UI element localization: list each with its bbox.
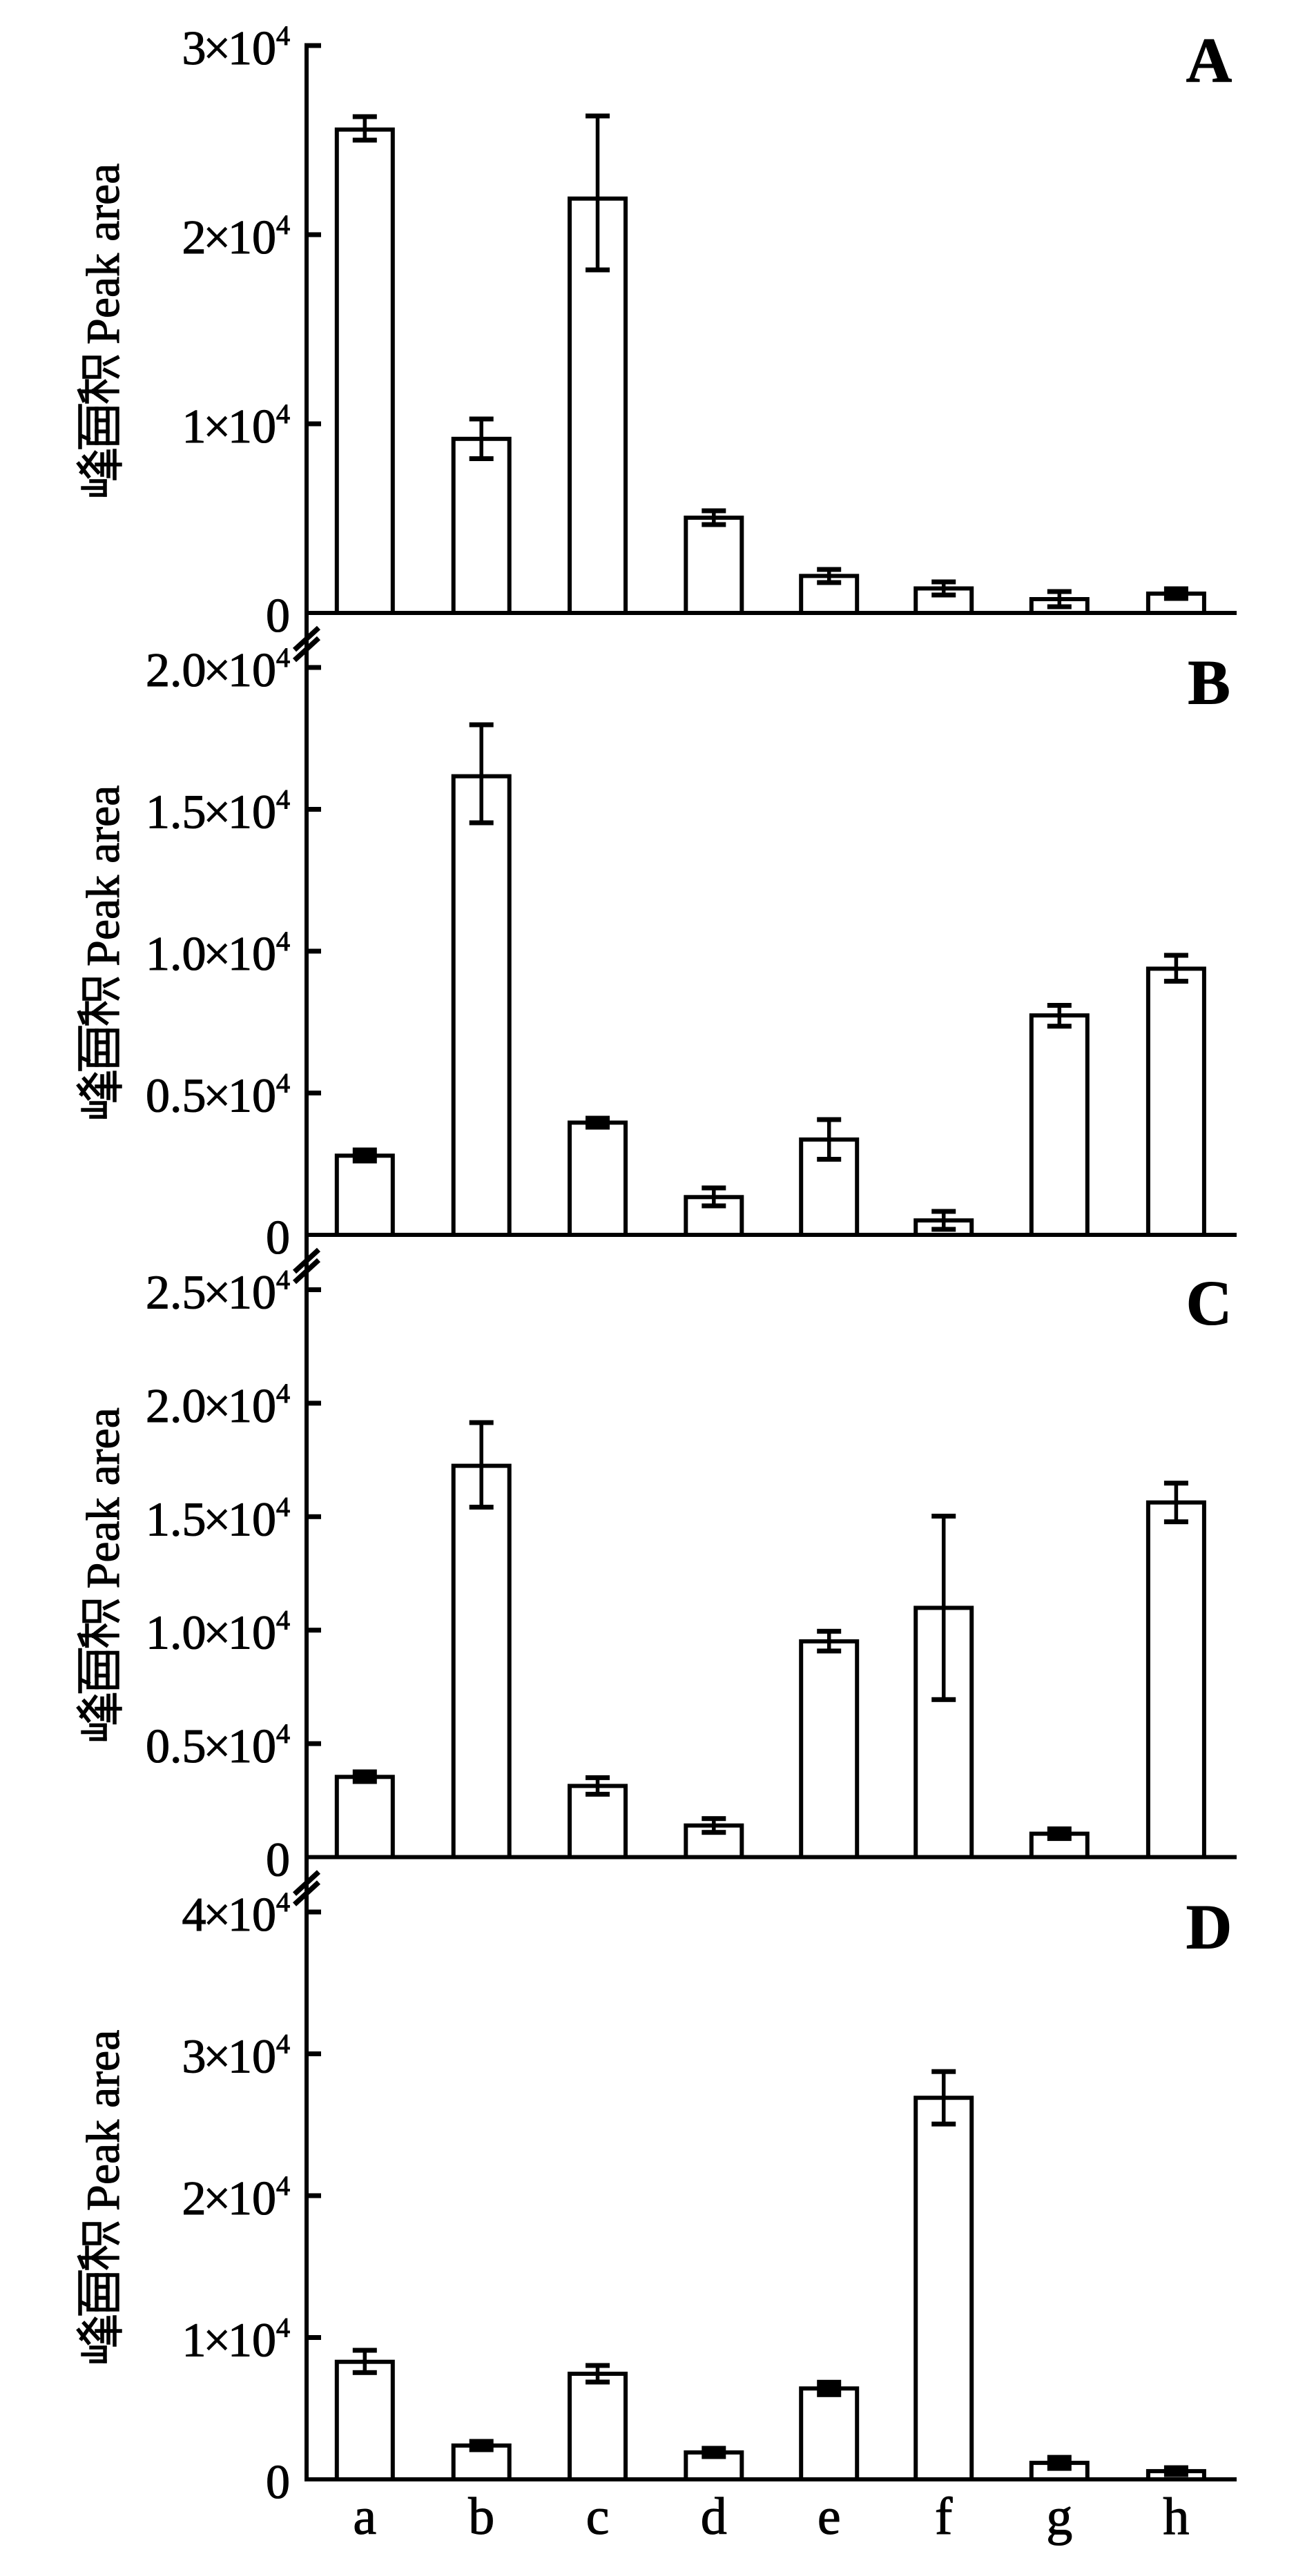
svg-text:2.5×104: 2.5×104 xyxy=(146,1265,290,1320)
svg-text:0.5×104: 0.5×104 xyxy=(146,1068,290,1123)
svg-text:0.5×104: 0.5×104 xyxy=(146,1718,290,1773)
svg-text:1×104: 1×104 xyxy=(182,398,290,453)
svg-text:3×104: 3×104 xyxy=(182,20,290,75)
svg-text:A: A xyxy=(1186,25,1232,95)
svg-text:e: e xyxy=(818,2488,841,2546)
svg-text:b: b xyxy=(468,2488,494,2546)
svg-text:f: f xyxy=(935,2488,953,2546)
svg-text:1×104: 1×104 xyxy=(182,2312,290,2368)
svg-text:c: c xyxy=(586,2488,610,2546)
svg-text:4×104: 4×104 xyxy=(182,1886,290,1942)
svg-text:1.5×104: 1.5×104 xyxy=(146,1491,290,1546)
svg-text:1.0×104: 1.0×104 xyxy=(146,1605,290,1660)
svg-text:2.0×104: 2.0×104 xyxy=(146,1378,290,1433)
svg-text:1.5×104: 1.5×104 xyxy=(146,784,290,839)
svg-text:0: 0 xyxy=(266,2456,290,2509)
svg-text:C: C xyxy=(1186,1268,1232,1338)
svg-text:0: 0 xyxy=(266,1211,290,1265)
svg-text:D: D xyxy=(1186,1892,1232,1962)
svg-text:d: d xyxy=(701,2488,727,2546)
svg-text:a: a xyxy=(353,2488,376,2546)
svg-text:2.0×104: 2.0×104 xyxy=(146,642,290,697)
svg-text:1.0×104: 1.0×104 xyxy=(146,926,290,981)
svg-text:0: 0 xyxy=(266,1834,290,1887)
svg-text:0: 0 xyxy=(266,589,290,643)
svg-text:2×104: 2×104 xyxy=(182,209,290,264)
svg-text:g: g xyxy=(1046,2488,1072,2546)
svg-text:3×104: 3×104 xyxy=(182,2029,290,2084)
svg-text:B: B xyxy=(1188,647,1230,718)
svg-text:h: h xyxy=(1163,2488,1189,2546)
svg-text:2×104: 2×104 xyxy=(182,2170,290,2225)
